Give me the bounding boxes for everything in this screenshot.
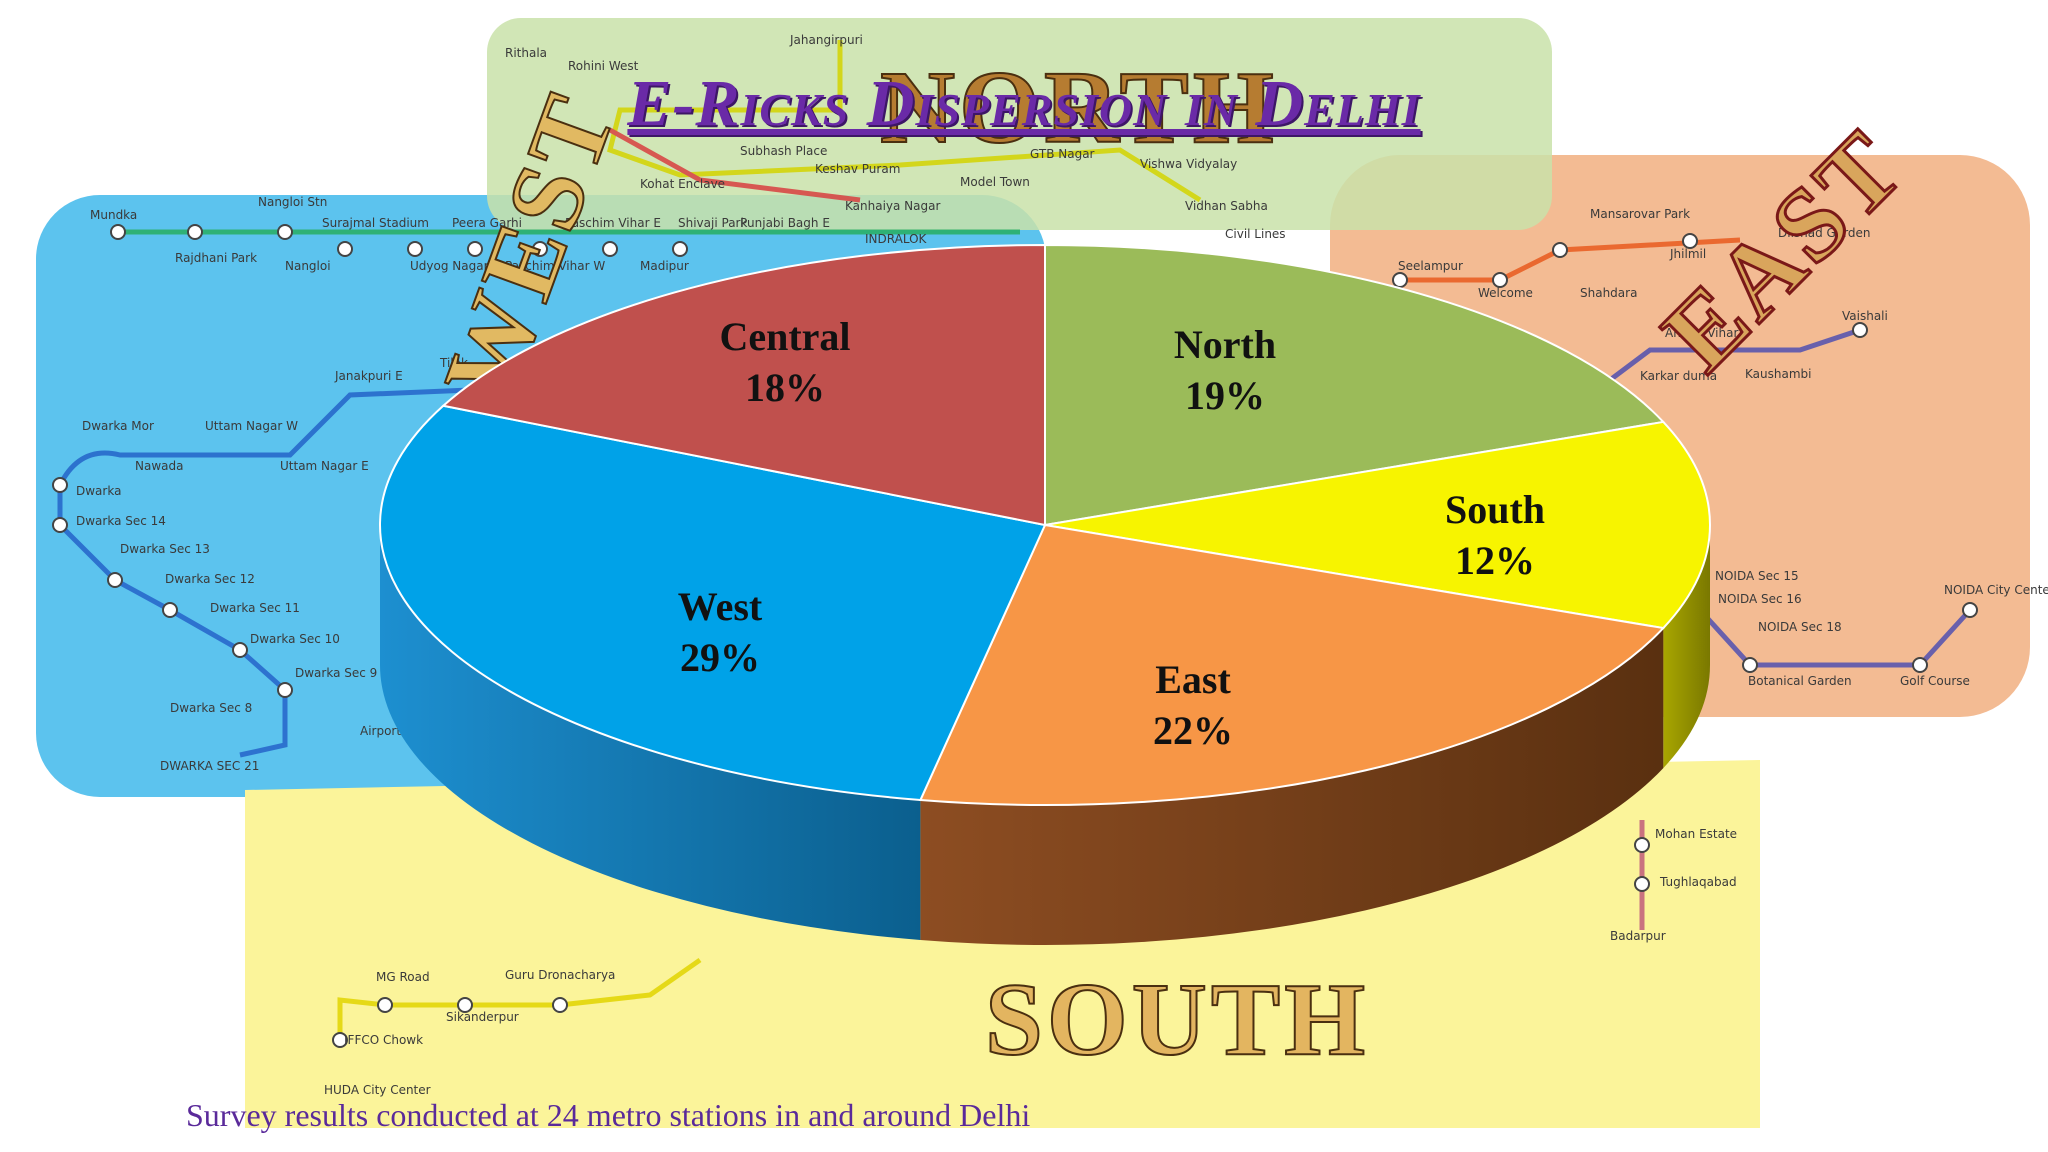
station-label-west: Tilak: [439, 356, 468, 370]
slice-label-west: West: [678, 584, 763, 629]
survey-footnote: Survey results conducted at 24 metro sta…: [186, 1097, 1031, 1133]
station-label-west: Dwarka Sec 12: [165, 572, 255, 586]
station-label-west: Uttam Nagar W: [205, 419, 298, 433]
station-label-north: GTB Nagar: [1030, 147, 1095, 161]
station-label-east: Vaishali: [1842, 309, 1888, 323]
slice-value-central: 18%: [745, 365, 825, 410]
noida-metro-line: [1698, 608, 1972, 668]
station-label-north: Subhash Place: [740, 144, 827, 158]
station-label-north: Kohat Enclave: [640, 177, 725, 191]
station-label-north: Jahangirpuri: [789, 33, 863, 47]
station-label-west: Janakpuri E: [334, 369, 403, 383]
station-label-west: Paschim Vihar E: [565, 216, 661, 230]
station-label-east: Kaushambi: [1745, 367, 1811, 381]
station-label-south: Sikanderpur: [446, 1010, 519, 1024]
pie-slice-west: [379, 404, 1047, 802]
station-label-north: Keshav Puram: [815, 162, 900, 176]
station-label-west: Mundka: [90, 208, 137, 222]
station-label-north: Kanhaiya Nagar: [845, 199, 940, 213]
slice-label-east: East: [1155, 657, 1231, 702]
station-label-east: Shahdara: [1580, 286, 1637, 300]
slice-value-west: 29%: [680, 635, 760, 680]
station-label-east: Mansarovar Park: [1590, 207, 1690, 221]
east-blue-metro-line: [1608, 327, 1861, 382]
station-label-east: Anand Vihar: [1665, 326, 1738, 340]
station-label-west: Shivaji Park: [678, 216, 747, 230]
station-label-west: Dwarka Sec 8: [170, 701, 252, 715]
station-label-east: NOIDA Sec 16: [1718, 592, 1802, 606]
station-label-west: Dwarka Sec 10: [250, 632, 340, 646]
station-label-east: NOIDA City Center: [1944, 583, 2048, 597]
dwarka-metro-line: [57, 485, 288, 758]
pie-side-east: [920, 628, 1664, 945]
station-label-west: Uttam Nagar E: [280, 459, 369, 473]
station-label-south: IFFCO Chowk: [344, 1033, 423, 1047]
slice-value-south: 12%: [1455, 538, 1535, 583]
station-label-west: Surajmal Stadium: [322, 216, 429, 230]
station-label-west: Nawada: [135, 459, 183, 473]
station-label-west: Rajdhani Park: [175, 251, 257, 265]
station-label-south: Tughlaqabad: [1659, 875, 1737, 889]
station-label-west: Peera Garhi: [452, 216, 522, 230]
station-label-east: Seelampur: [1398, 259, 1463, 273]
station-label-west: Airport: [360, 724, 401, 738]
pie-side-south: [1663, 525, 1710, 769]
station-label-east: Golf Course: [1900, 674, 1970, 688]
station-label-west: Paschim Vihar W: [505, 259, 605, 273]
station-label-east: Karkar duma: [1640, 369, 1717, 383]
station-label-east: NOIDA Sec 15: [1715, 569, 1799, 583]
station-label-south: Badarpur: [1610, 929, 1666, 943]
station-label-west: Nangloi: [285, 259, 331, 273]
slice-label-central: Central: [719, 314, 850, 359]
red-metro-line: [608, 127, 861, 203]
station-label-north: Rithala: [505, 46, 547, 60]
station-label-west: DWARKA SEC 21: [160, 759, 259, 773]
station-label-east: Dilshad Garden: [1778, 226, 1871, 240]
station-label-west: Dwarka Mor: [82, 419, 154, 433]
station-label-west: Dwarka: [76, 484, 121, 498]
station-label-north: Civil Lines: [1225, 227, 1286, 241]
station-label-west: Dwarka Sec 9: [295, 666, 377, 680]
north-region-panel: [487, 18, 1552, 230]
yellow-metro-line: [607, 40, 1202, 203]
pie-slice-central: [441, 243, 1046, 527]
station-label-west: Nangloi Stn: [258, 195, 327, 209]
slice-label-south: South: [1445, 487, 1545, 532]
pie-side-west: [380, 525, 921, 941]
slice-label-north: North: [1174, 322, 1276, 367]
station-label-east: Jhilmil: [1669, 247, 1706, 261]
station-label-south: Mohan Estate: [1655, 827, 1737, 841]
station-label-west: Dwarka Sec 11: [210, 601, 300, 615]
station-label-north: Vidhan Sabha: [1185, 199, 1268, 213]
south-region-label: SOUTH: [984, 961, 1370, 1078]
station-label-west: Udyog Nagar: [410, 259, 489, 273]
station-label-west: INDRALOK: [865, 232, 928, 246]
slide-title: E-Ricks Dispersion in Delhi: [627, 67, 1421, 140]
station-label-east: Botanical Garden: [1748, 674, 1852, 688]
slice-value-north: 19%: [1185, 373, 1265, 418]
pie-slice-north: [1044, 243, 1666, 527]
east-red-metro-line: [1400, 237, 1741, 283]
station-label-north: Model Town: [960, 175, 1030, 189]
station-label-west: Madipur: [640, 259, 689, 273]
blue-metro-line: [57, 387, 471, 487]
slice-value-east: 22%: [1153, 708, 1233, 753]
pie-slice-south: [1044, 420, 1711, 630]
station-label-north: Rohini West: [568, 59, 639, 73]
station-label-west: Dwarka Sec 14: [76, 514, 166, 528]
station-label-west: Punjabi Bagh E: [740, 216, 830, 230]
pie-slice-east: [918, 523, 1666, 806]
station-label-south: HUDA City Center: [324, 1083, 431, 1097]
station-label-east: Welcome: [1478, 286, 1533, 300]
station-label-west: Dwarka Sec 13: [120, 542, 210, 556]
station-label-east: NOIDA Sec 18: [1758, 620, 1842, 634]
north-region-label: NORTH: [879, 49, 1278, 166]
south-yellow-metro-line: [337, 957, 702, 1040]
station-label-south: MG Road: [376, 970, 430, 984]
station-label-north: Vishwa Vidyalay: [1140, 157, 1237, 171]
station-label-south: Guru Dronacharya: [505, 968, 615, 982]
